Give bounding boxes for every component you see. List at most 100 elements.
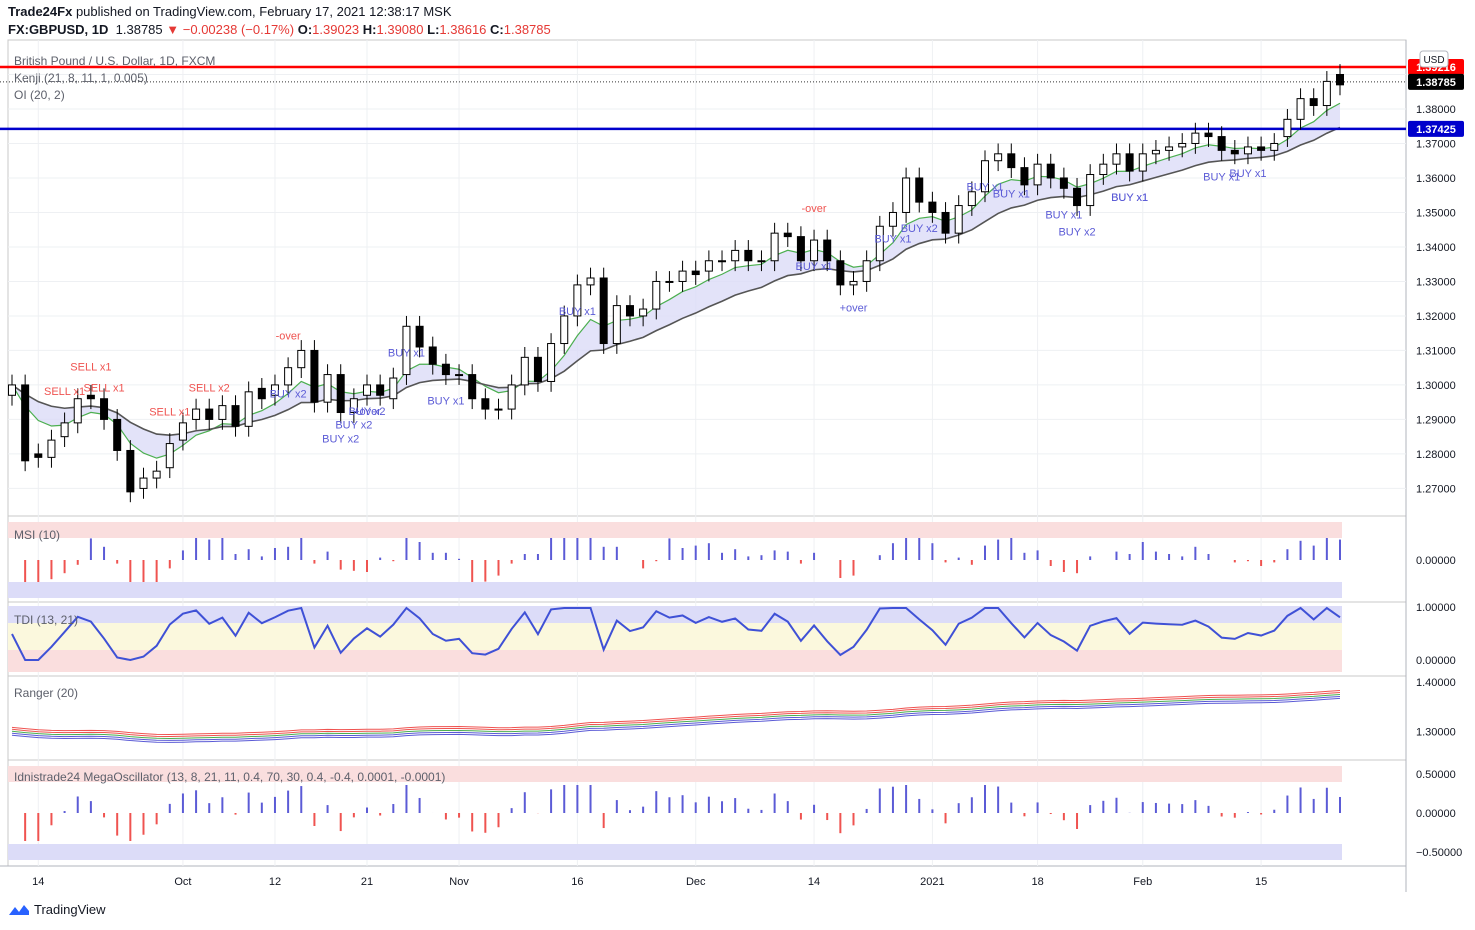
ranger-band — [11, 695, 1341, 741]
tdi-legend[interactable]: TDI (13, 21) — [14, 613, 79, 627]
candle-body — [573, 284, 582, 317]
ranger-legend[interactable]: Ranger (20) — [14, 686, 79, 700]
signal-label: SELL x1 — [70, 362, 111, 374]
candle-body — [941, 211, 950, 234]
msi-legend[interactable]: MSI (10) — [14, 528, 61, 542]
candle-body — [389, 377, 398, 400]
candle-body — [678, 270, 687, 282]
y-tick-label: 1.34000 — [1416, 242, 1456, 254]
candle-body — [481, 398, 490, 410]
tdi-lower-zone — [8, 650, 1342, 672]
mega-lower-zone — [8, 844, 1342, 860]
candle-body — [1086, 174, 1095, 207]
signal-label: BUY x1 — [874, 233, 911, 245]
x-tick-label: 2021 — [920, 876, 944, 888]
candle-body — [1243, 146, 1252, 155]
candle-body — [1020, 167, 1029, 186]
price-tag — [1408, 73, 1464, 90]
candle-body — [284, 367, 293, 386]
y-tick-label: 1.32000 — [1416, 311, 1456, 323]
ranger-band — [11, 697, 1341, 743]
candle-body — [363, 384, 372, 396]
candle-body — [757, 260, 766, 263]
candle-body — [520, 356, 529, 386]
candle-body — [126, 449, 135, 493]
signal-label: BUY x2 — [901, 223, 938, 235]
candle-body — [704, 260, 713, 272]
pane-0-frame — [7, 39, 1407, 517]
x-tick-label: 21 — [361, 876, 373, 888]
candle-body — [441, 363, 450, 376]
open-label: O: — [297, 22, 313, 37]
candle-body — [1309, 98, 1318, 107]
candle-body — [783, 232, 792, 238]
candle-body — [1322, 80, 1331, 107]
x-tick-label: Feb — [1133, 876, 1152, 888]
candle-body — [770, 232, 779, 262]
high-value: 1.39080 — [376, 22, 424, 37]
ranger-band — [11, 690, 1341, 736]
candle-body — [270, 384, 279, 396]
price-tag-label: 1.38785 — [1416, 77, 1456, 89]
kenji-legend[interactable]: Kenji (21, 8, 11, 1, 0.005) — [14, 71, 148, 85]
symbol[interactable]: FX:GBPUSD, 1D — [8, 22, 109, 37]
high-label: H: — [362, 22, 377, 37]
candle-body — [823, 239, 832, 262]
tdi-upper-zone — [8, 606, 1342, 623]
candle-body — [875, 225, 884, 262]
close-value: 1.38785 — [503, 22, 551, 37]
candle-body — [231, 405, 240, 427]
candle-body — [152, 470, 161, 479]
publish-line: Trade24Fx published on TradingView.com, … — [8, 4, 452, 19]
signal-label: BUY x1 — [993, 189, 1030, 201]
signal-label: SELL x2 — [189, 382, 230, 394]
candle-body — [113, 418, 122, 451]
tdi-mid-zone — [8, 623, 1342, 650]
candle-body — [1125, 153, 1134, 172]
mega-legend[interactable]: Idnistrade24 MegaOscillator (13, 8, 21, … — [14, 770, 446, 784]
signal-label: +over — [840, 302, 868, 314]
candle-body — [73, 398, 82, 424]
candle-body — [415, 325, 424, 348]
candle-body — [928, 201, 937, 213]
msi-tick: 0.00000 — [1416, 555, 1456, 567]
y-tick-label: 1.35000 — [1416, 207, 1456, 219]
candle-body — [205, 408, 214, 420]
candle-body — [47, 439, 56, 458]
signal-label: BUY x1 — [1111, 192, 1148, 204]
candle-body — [1007, 153, 1016, 169]
publisher-name[interactable]: Trade24Fx — [8, 4, 73, 19]
close-label: C: — [490, 22, 504, 37]
signal-label: BUY x2 — [348, 406, 385, 418]
candle-body — [139, 477, 148, 489]
candle-body — [1204, 132, 1213, 138]
candle-body — [1217, 136, 1226, 151]
open-value: 1.39023 — [312, 22, 360, 37]
candle-body — [954, 205, 963, 234]
candle-body — [744, 249, 753, 262]
signal-label: SELL x1 — [83, 382, 124, 394]
candle-body — [1151, 149, 1160, 155]
price-tag — [1408, 120, 1464, 137]
low-label: L: — [427, 22, 440, 37]
oi-legend[interactable]: OI (20, 2) — [14, 88, 65, 102]
signal-label: -over — [802, 203, 827, 215]
x-tick-label: 15 — [1255, 876, 1267, 888]
signal-label: +over — [353, 406, 381, 418]
candle-body — [1059, 177, 1068, 189]
tradingview-logo[interactable]: TradingView — [8, 902, 106, 917]
candle-body — [310, 349, 319, 403]
candle-body — [1296, 98, 1305, 120]
candle-body — [1138, 153, 1147, 172]
candle-body — [257, 387, 266, 400]
y-tick-label: 1.33000 — [1416, 276, 1456, 288]
candle-body — [902, 177, 911, 213]
signal-label: BUY x2 — [1058, 227, 1095, 239]
candle-body — [560, 315, 569, 345]
tdi-tick: 0.00000 — [1416, 655, 1456, 667]
candle-body — [468, 374, 477, 400]
msi-upper-zone — [8, 522, 1342, 538]
candle-body — [178, 422, 187, 441]
candle-body — [507, 384, 516, 410]
